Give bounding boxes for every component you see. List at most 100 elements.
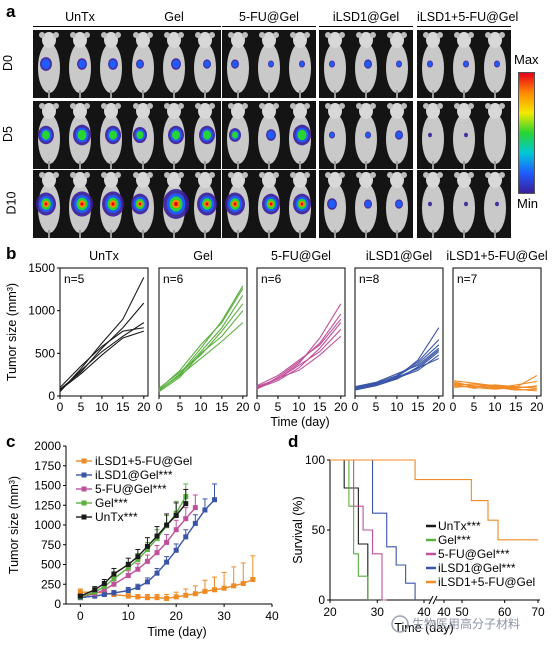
mouse-body xyxy=(386,43,408,93)
mouse-head xyxy=(426,32,440,48)
day-label-D5: D5 xyxy=(0,126,15,142)
c-point xyxy=(135,554,141,560)
x-tick-label: 20 xyxy=(137,400,151,414)
d-legend-label-3: iLSD1@Gel*** xyxy=(438,561,516,575)
c-point xyxy=(77,593,83,599)
signal-peak xyxy=(44,202,48,206)
mouse-head xyxy=(42,172,56,188)
c-y-tick-label: 2000 xyxy=(34,439,61,453)
mouse-ear xyxy=(39,103,45,109)
mouse-ear xyxy=(209,172,215,178)
c-point xyxy=(240,580,246,586)
mouse-ear xyxy=(147,172,153,178)
image-D10-4 xyxy=(417,170,511,238)
mouse-body xyxy=(324,114,346,164)
mouse-ear xyxy=(339,32,345,38)
c-legend-label-4: UnTx*** xyxy=(95,510,138,524)
c-x-tick-label: 10 xyxy=(122,609,136,623)
mouse-tail xyxy=(237,161,239,169)
mouse-body xyxy=(194,43,216,93)
mouse-ear xyxy=(273,172,279,178)
c-point xyxy=(125,565,131,571)
mouse-head xyxy=(328,32,342,48)
panel-d-letter: d xyxy=(288,432,299,451)
signal-mid xyxy=(299,61,305,67)
c-legend-label-1: iLSD1@Gel*** xyxy=(95,468,173,482)
group-header-1: Gel xyxy=(127,10,221,27)
c-point xyxy=(125,573,131,579)
mouse-tail xyxy=(396,161,398,169)
x-tick-label: 15 xyxy=(313,400,327,414)
growth-curve-2-5 xyxy=(256,335,342,390)
image-D0-2 xyxy=(222,30,316,98)
growth-curve-0-2 xyxy=(59,322,145,392)
c-point xyxy=(183,592,189,598)
mouse-ear xyxy=(178,103,184,109)
survival-curve-3 xyxy=(330,459,416,600)
mouse xyxy=(163,103,185,169)
c-point xyxy=(92,587,98,593)
mouse-ear xyxy=(242,103,248,109)
group-header-2: 5-FU@Gel xyxy=(222,10,316,27)
mouse-body xyxy=(355,183,377,233)
mouse-ear xyxy=(53,172,59,178)
d-x-tick-label: 50 xyxy=(455,605,469,619)
mouse-head xyxy=(262,32,276,48)
mouse-head xyxy=(390,32,404,48)
mouse-tail xyxy=(268,230,270,238)
signal-mid xyxy=(41,59,51,69)
d-y-tick-label: 100 xyxy=(305,453,325,467)
signal-inner xyxy=(232,131,238,139)
survival-curve-4 xyxy=(330,459,538,541)
c-x-tick-label: 30 xyxy=(217,609,231,623)
mouse-head xyxy=(73,172,87,188)
mouse-ear xyxy=(147,103,153,109)
signal-mid xyxy=(137,60,143,68)
mouse-tail xyxy=(79,161,81,169)
panel-c: c 0 250 500 750 1000 1250 1500 1750 2000 0 10 20 30 4… xyxy=(0,428,290,647)
mouse-ear xyxy=(53,32,59,38)
c-point xyxy=(144,595,150,601)
c-point xyxy=(135,594,141,600)
mouse-head xyxy=(73,103,87,119)
x-tick-label: 0 xyxy=(352,400,359,414)
c-y-tick-label: 1750 xyxy=(34,459,61,473)
mouse-ear xyxy=(290,172,296,178)
mouse-tail xyxy=(365,90,367,98)
panel-b-y-axis-label: Tumor size (mm³) xyxy=(5,283,19,381)
panel-d: d 0 50 100 20 30 40 40 50 60 70 Survival (%) Time (… xyxy=(286,428,554,647)
growth-curve-3-2 xyxy=(354,344,440,389)
mouse-ear xyxy=(70,103,76,109)
mouse xyxy=(225,172,249,238)
mouse-tail xyxy=(48,161,50,169)
mouse-ear xyxy=(209,32,215,38)
mouse xyxy=(69,103,91,169)
growth-curve-4-6 xyxy=(452,383,537,392)
mouse-ear xyxy=(437,32,443,38)
mouse-ear xyxy=(164,172,170,178)
panel-b-n-label-4: n=7 xyxy=(457,272,478,286)
mouse-body xyxy=(386,114,408,164)
mouse xyxy=(38,103,60,169)
mouse-head xyxy=(457,32,471,48)
mouse xyxy=(324,103,346,169)
c-y-tick-label: 1250 xyxy=(34,498,61,512)
x-tick-label: 0 xyxy=(156,400,163,414)
c-point xyxy=(173,594,179,600)
mouse-ear xyxy=(356,103,362,109)
mouse-body xyxy=(484,114,506,164)
x-tick-label: 20 xyxy=(530,400,544,414)
mouse-head xyxy=(262,103,276,119)
signal-peak xyxy=(269,202,273,206)
x-tick-label: 10 xyxy=(488,400,502,414)
mouse xyxy=(453,32,475,98)
c-legend-marker xyxy=(81,514,87,520)
signal-outer xyxy=(464,201,468,207)
mouse-head xyxy=(328,103,342,119)
color-scale-bar xyxy=(518,72,535,194)
signal-inner xyxy=(77,129,87,141)
signal-outer xyxy=(464,132,468,138)
mouse-head xyxy=(488,103,502,119)
x-tick-label: 20 xyxy=(334,400,348,414)
signal-mid xyxy=(396,131,402,139)
